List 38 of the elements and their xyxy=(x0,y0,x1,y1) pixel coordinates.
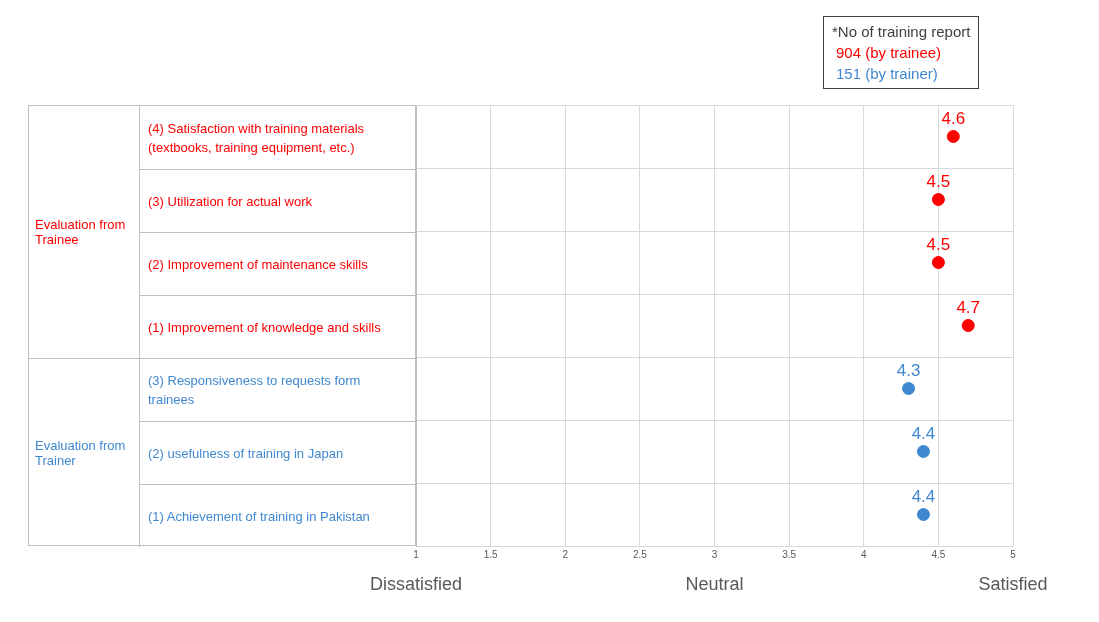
point xyxy=(916,508,930,521)
text: Neutral xyxy=(685,573,744,594)
y-tick-label: (2) Improvement of maintenance skills xyxy=(148,255,368,274)
x-tick-label: 5 xyxy=(1010,548,1017,560)
text: Satisfied xyxy=(978,573,1048,594)
x-tick-label: 2.5 xyxy=(632,548,648,560)
x-tick-label: 3 xyxy=(711,548,718,560)
text: 151 (by trainer) xyxy=(835,64,939,84)
y-tick-label: (2) usefulness of training in Japan xyxy=(148,444,344,463)
y-tick-label: (1) Improvement of knowledge and skills xyxy=(148,318,381,337)
data-label: 4.7 xyxy=(956,297,981,317)
x-tick-label: 4.5 xyxy=(931,548,946,560)
point xyxy=(961,319,975,332)
text: Evaluation from Trainee xyxy=(35,217,127,247)
legend-title: *No of training report xyxy=(832,22,971,42)
point xyxy=(946,130,960,143)
y-tick-label: (1) Achievement of training in Pakistan xyxy=(148,507,370,526)
data-label: 4.5 xyxy=(926,171,951,191)
data-label: 4.3 xyxy=(896,360,921,380)
x-tick-label: 3.5 xyxy=(782,548,797,560)
text: Dissatisfied xyxy=(369,573,463,594)
text: 904 (by trainee) xyxy=(835,43,943,63)
point xyxy=(916,445,930,458)
data-label: 4.6 xyxy=(941,108,966,128)
point xyxy=(931,193,945,206)
x-tick-label: 1.5 xyxy=(483,548,499,560)
point xyxy=(931,256,945,269)
data-label: 4.4 xyxy=(911,486,936,506)
x-tick-label: 1 xyxy=(413,548,420,560)
point xyxy=(902,382,916,395)
x-tick-label: 4 xyxy=(860,548,867,560)
data-label: 4.5 xyxy=(926,234,951,254)
y-tick-label: (4) Satisfaction with training materials (textbooks, training equipment, etc.) xyxy=(148,119,366,157)
y-tick-label: (3) Utilization for actual work xyxy=(148,192,312,211)
data-label: 4.4 xyxy=(911,423,936,443)
text: Evaluation from Trainer xyxy=(35,438,127,468)
x-tick-label: 2 xyxy=(562,548,569,560)
y-tick-label: (3) Responsiveness to requests form trainees xyxy=(148,372,362,409)
